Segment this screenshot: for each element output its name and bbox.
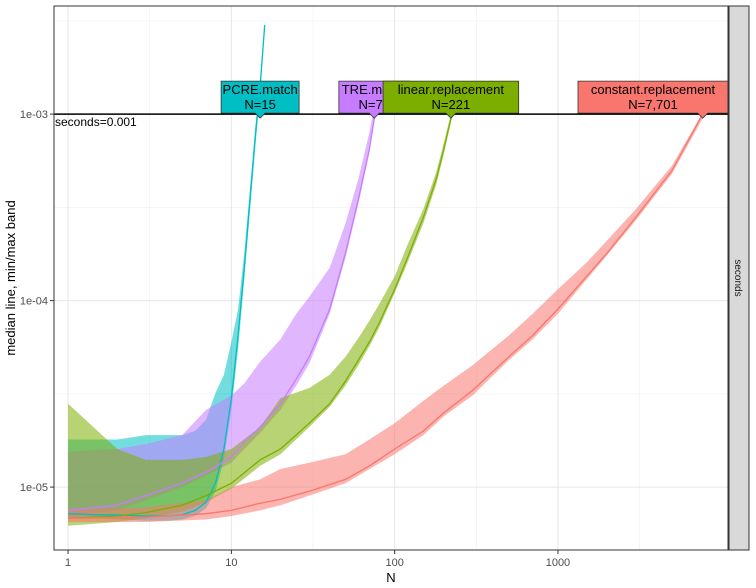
annotation-box-linear-replacement [382,80,520,119]
median-line-tre-match [68,92,380,512]
annotation-name-linear-replacement: linear.replacement [398,82,505,97]
annotation-name-pcre-match: PCRE.match [223,82,298,97]
reference-line-label: seconds=0.001 [55,115,137,129]
x-axis-title: N [386,570,395,585]
x-tick-label: 1000 [546,557,570,569]
y-tick-label: 1e-05 [20,482,48,494]
annotation-n-pcre-match: N=15 [244,97,275,112]
band-constant-replacement [68,112,703,522]
median-lines [68,25,704,519]
facet-strip-label: seconds [732,259,743,296]
min-max-bands [68,22,703,526]
band-pcre-match [68,22,265,521]
axis-ticks: 1 10 100 1000 1e-05 1e-04 1e-03 [20,109,570,569]
annotation-n-linear-replacement: N=221 [432,97,471,112]
x-tick-label: 10 [225,557,237,569]
y-axis-title: median line, min/max band [3,200,18,355]
limit-annotations: PCRE.matchN=15TRE.matchN=75linear.replac… [220,80,729,119]
annotation-name-constant-replacement: constant.replacement [591,82,716,97]
plot-border [53,5,729,551]
annotation-box-pcre-match [220,80,300,119]
annotation-n-constant-replacement: N=7,701 [628,97,678,112]
reference-line-group: seconds=0.001 [54,113,728,129]
median-line-linear-replacement [68,95,458,519]
facet-strip: seconds [728,5,750,551]
band-linear-replacement [68,92,457,526]
x-tick-label: 1 [65,557,71,569]
facet-strip-background [728,5,750,551]
y-tick-label: 1e-03 [20,109,48,121]
y-tick-label: 1e-04 [20,296,48,308]
x-tick-label: 100 [385,557,403,569]
annotation-n-tre-match: N=75 [359,97,390,112]
median-line-pcre-match [68,25,266,517]
median-line-constant-replacement [68,113,704,519]
